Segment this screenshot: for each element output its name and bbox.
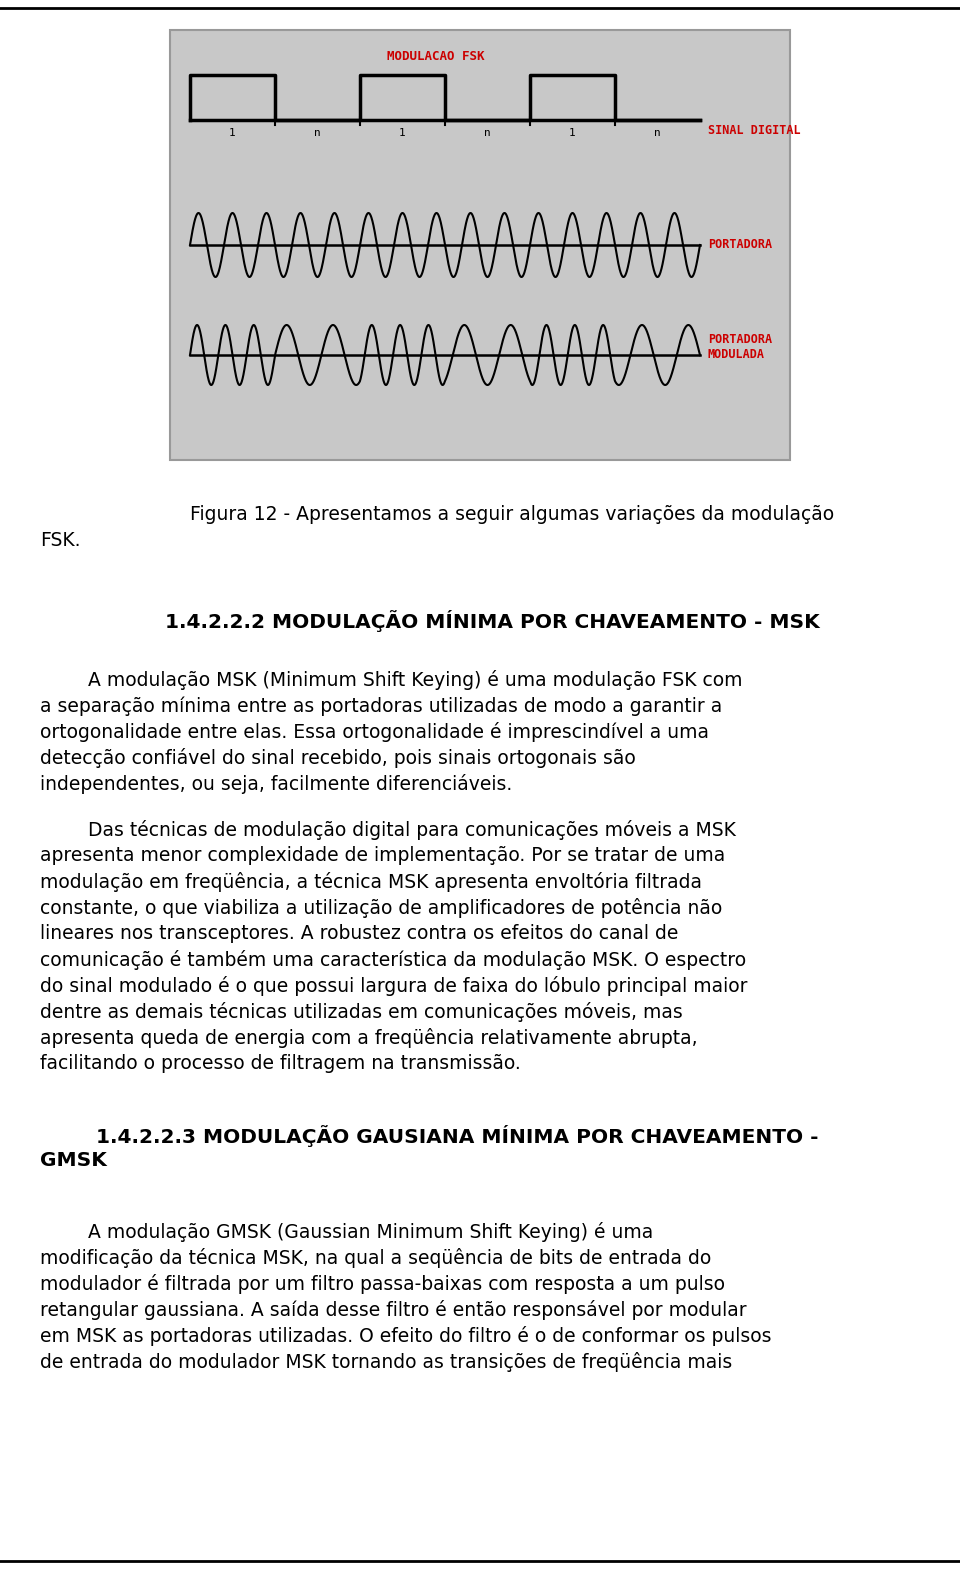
Text: SINAL DIGITAL: SINAL DIGITAL [708,124,801,137]
Text: detecção confiável do sinal recebido, pois sinais ortogonais são: detecção confiável do sinal recebido, po… [40,748,636,767]
Text: n: n [314,129,321,138]
Text: facilitando o processo de filtragem na transmissão.: facilitando o processo de filtragem na t… [40,1054,520,1073]
Text: constante, o que viabiliza a utilização de amplificadores de potência não: constante, o que viabiliza a utilização … [40,897,722,918]
Text: ortogonalidade entre elas. Essa ortogonalidade é imprescindível a uma: ortogonalidade entre elas. Essa ortogona… [40,722,709,742]
Text: n: n [484,129,491,138]
Text: n: n [654,129,660,138]
Text: de entrada do modulador MSK tornando as transições de freqüência mais: de entrada do modulador MSK tornando as … [40,1352,732,1371]
Text: comunicação é também uma característica da modulação MSK. O espectro: comunicação é também uma característica … [40,949,746,970]
Text: apresenta menor complexidade de implementação. Por se tratar de uma: apresenta menor complexidade de implemen… [40,846,725,865]
Text: lineares nos transceptores. A robustez contra os efeitos do canal de: lineares nos transceptores. A robustez c… [40,924,679,943]
Text: modulador é filtrada por um filtro passa-baixas com resposta a um pulso: modulador é filtrada por um filtro passa… [40,1274,725,1294]
Text: 1: 1 [229,129,236,138]
Text: Das técnicas de modulação digital para comunicações móveis a MSK: Das técnicas de modulação digital para c… [40,821,736,839]
Text: PORTADORA
MODULADA: PORTADORA MODULADA [708,333,772,361]
Text: retangular gaussiana. A saída desse filtro é então responsável por modular: retangular gaussiana. A saída desse filt… [40,1301,747,1320]
Text: modificação da técnica MSK, na qual a seqüência de bits de entrada do: modificação da técnica MSK, na qual a se… [40,1247,711,1268]
Text: modulação em freqüência, a técnica MSK apresenta envoltória filtrada: modulação em freqüência, a técnica MSK a… [40,872,702,893]
Text: A modulação GMSK (Gaussian Minimum Shift Keying) é uma: A modulação GMSK (Gaussian Minimum Shift… [40,1222,653,1243]
Text: 1.4.2.2.2 MODULAÇÃO MÍNIMA POR CHAVEAMENTO - MSK: 1.4.2.2.2 MODULAÇÃO MÍNIMA POR CHAVEAMEN… [165,610,820,632]
Text: em MSK as portadoras utilizadas. O efeito do filtro é o de conformar os pulsos: em MSK as portadoras utilizadas. O efeit… [40,1326,772,1346]
Text: FSK.: FSK. [40,530,81,551]
FancyBboxPatch shape [170,30,790,460]
Text: GMSK: GMSK [40,1152,107,1170]
Text: PORTADORA: PORTADORA [708,238,772,251]
Text: dentre as demais técnicas utilizadas em comunicações móveis, mas: dentre as demais técnicas utilizadas em … [40,1003,683,1021]
Text: do sinal modulado é o que possui largura de faixa do lóbulo principal maior: do sinal modulado é o que possui largura… [40,976,748,996]
Text: independentes, ou seja, facilmente diferenciáveis.: independentes, ou seja, facilmente difer… [40,774,513,794]
Text: 1: 1 [569,129,576,138]
Text: MODULACAO FSK: MODULACAO FSK [387,50,485,63]
Text: 1.4.2.2.3 MODULAÇÃO GAUSIANA MÍNIMA POR CHAVEAMENTO -: 1.4.2.2.3 MODULAÇÃO GAUSIANA MÍNIMA POR … [40,1125,819,1147]
Text: a separação mínima entre as portadoras utilizadas de modo a garantir a: a separação mínima entre as portadoras u… [40,697,722,715]
Text: A modulação MSK (Minimum Shift Keying) é uma modulação FSK com: A modulação MSK (Minimum Shift Keying) é… [40,670,742,690]
Text: apresenta queda de energia com a freqüência relativamente abrupta,: apresenta queda de energia com a freqüên… [40,1028,698,1048]
Text: Figura 12 - Apresentamos a seguir algumas variações da modulação: Figura 12 - Apresentamos a seguir alguma… [190,505,834,524]
Text: 1: 1 [399,129,406,138]
